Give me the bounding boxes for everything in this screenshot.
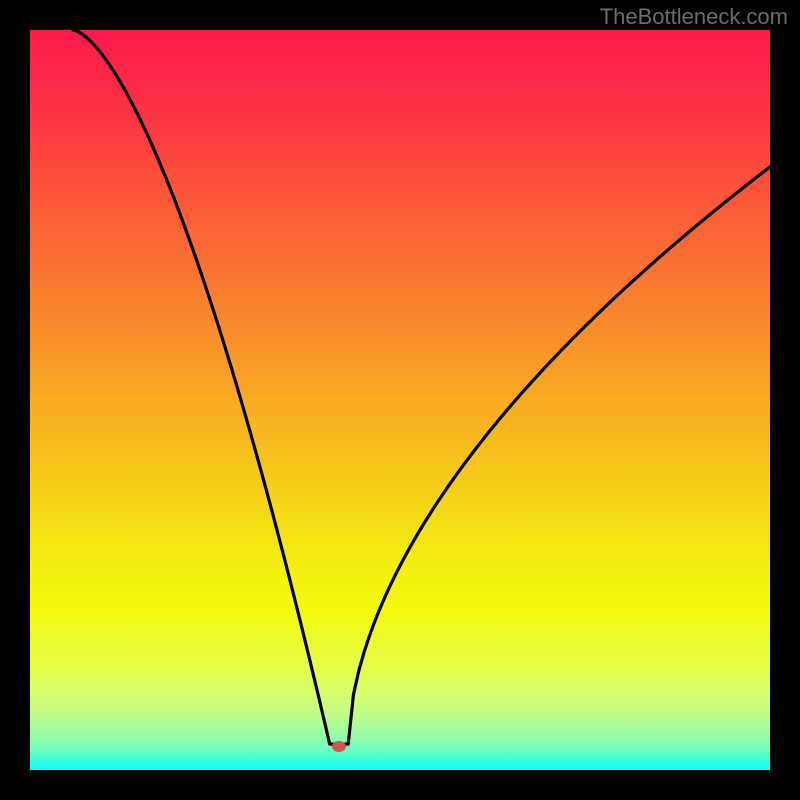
optimum-marker (332, 741, 346, 752)
plot-area (30, 30, 770, 770)
bottleneck-curve (73, 30, 770, 744)
curve-overlay (30, 30, 770, 770)
chart-container: TheBottleneck.com (0, 0, 800, 800)
watermark-text: TheBottleneck.com (600, 4, 788, 30)
